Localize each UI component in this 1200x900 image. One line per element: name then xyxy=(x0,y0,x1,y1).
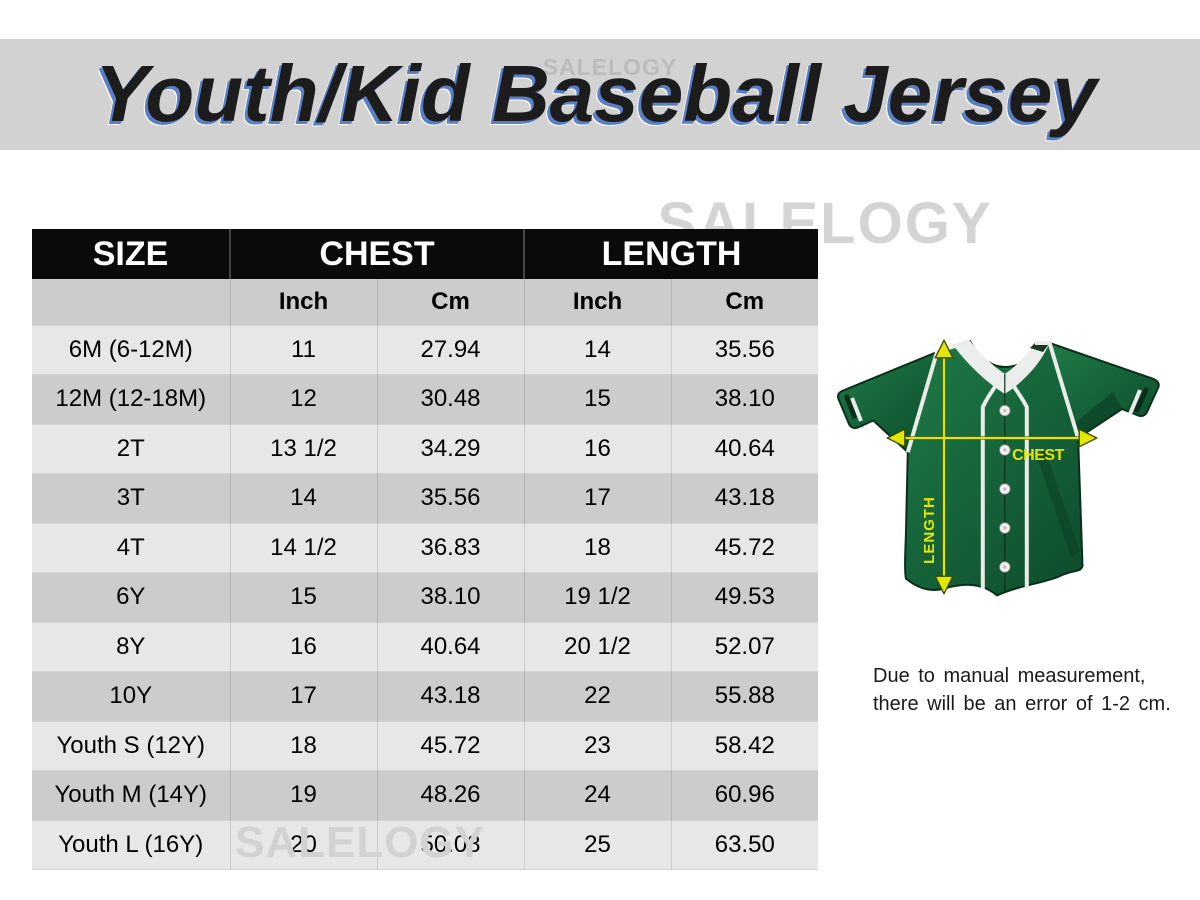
svg-text:LENGTH: LENGTH xyxy=(921,496,938,564)
svg-text:CHEST: CHEST xyxy=(1012,447,1064,464)
